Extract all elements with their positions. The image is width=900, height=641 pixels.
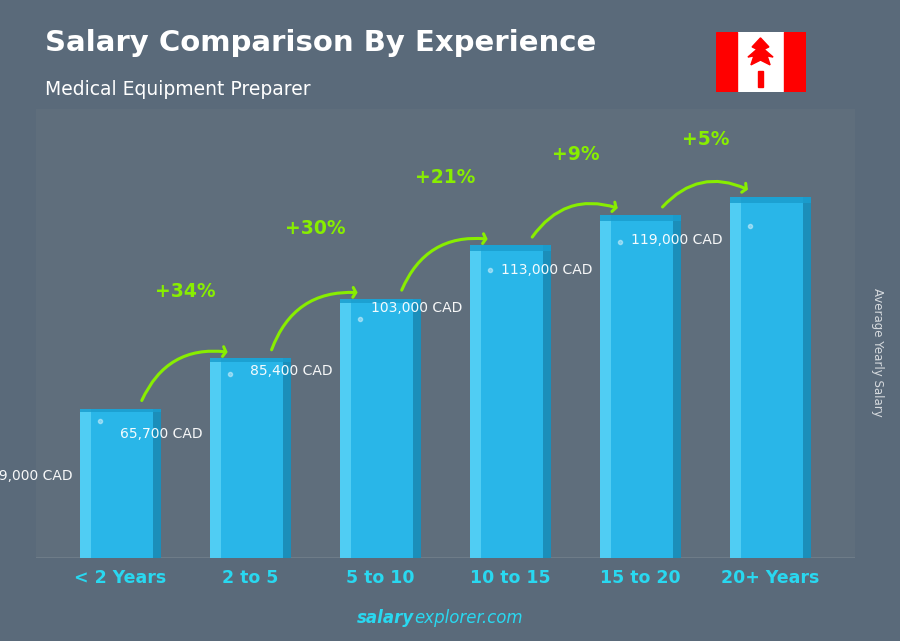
Text: 119,000 CAD: 119,000 CAD [631, 233, 723, 247]
Text: 49,000 CAD: 49,000 CAD [0, 469, 72, 483]
FancyBboxPatch shape [730, 197, 811, 558]
Text: Average Yearly Salary: Average Yearly Salary [871, 288, 884, 417]
Text: 65,700 CAD: 65,700 CAD [120, 427, 202, 441]
Bar [283, 358, 291, 558]
Text: Medical Equipment Preparer: Medical Equipment Preparer [45, 80, 310, 99]
FancyBboxPatch shape [340, 299, 421, 558]
Bar [600, 215, 680, 221]
Bar [340, 299, 351, 558]
Bar [672, 215, 680, 558]
Bar [730, 197, 741, 558]
Text: +30%: +30% [285, 219, 346, 238]
Text: explorer.com: explorer.com [414, 609, 523, 627]
Bar [716, 33, 737, 92]
FancyBboxPatch shape [600, 215, 680, 558]
Text: 113,000 CAD: 113,000 CAD [501, 263, 592, 277]
Bar [784, 33, 806, 92]
Bar [80, 409, 91, 558]
Bar [600, 215, 611, 558]
Text: Salary Comparison By Experience: Salary Comparison By Experience [45, 29, 596, 57]
Bar [340, 299, 421, 303]
Text: 85,400 CAD: 85,400 CAD [250, 364, 332, 378]
Bar [470, 246, 481, 558]
Bar [803, 197, 811, 558]
Bar [470, 246, 551, 251]
Text: +21%: +21% [415, 168, 476, 187]
FancyBboxPatch shape [211, 358, 291, 558]
Text: 103,000 CAD: 103,000 CAD [371, 301, 463, 315]
Bar [543, 246, 551, 558]
Bar [413, 299, 421, 558]
Bar [211, 358, 291, 362]
Bar [80, 409, 161, 412]
Bar [153, 409, 161, 558]
FancyBboxPatch shape [80, 409, 161, 558]
Bar [211, 358, 220, 558]
Polygon shape [748, 38, 773, 65]
Bar [730, 197, 811, 203]
Bar [758, 71, 763, 87]
Text: +9%: +9% [552, 144, 599, 163]
Text: +5%: +5% [682, 130, 729, 149]
Text: +34%: +34% [155, 282, 216, 301]
Text: salary: salary [356, 609, 414, 627]
FancyBboxPatch shape [470, 246, 551, 558]
